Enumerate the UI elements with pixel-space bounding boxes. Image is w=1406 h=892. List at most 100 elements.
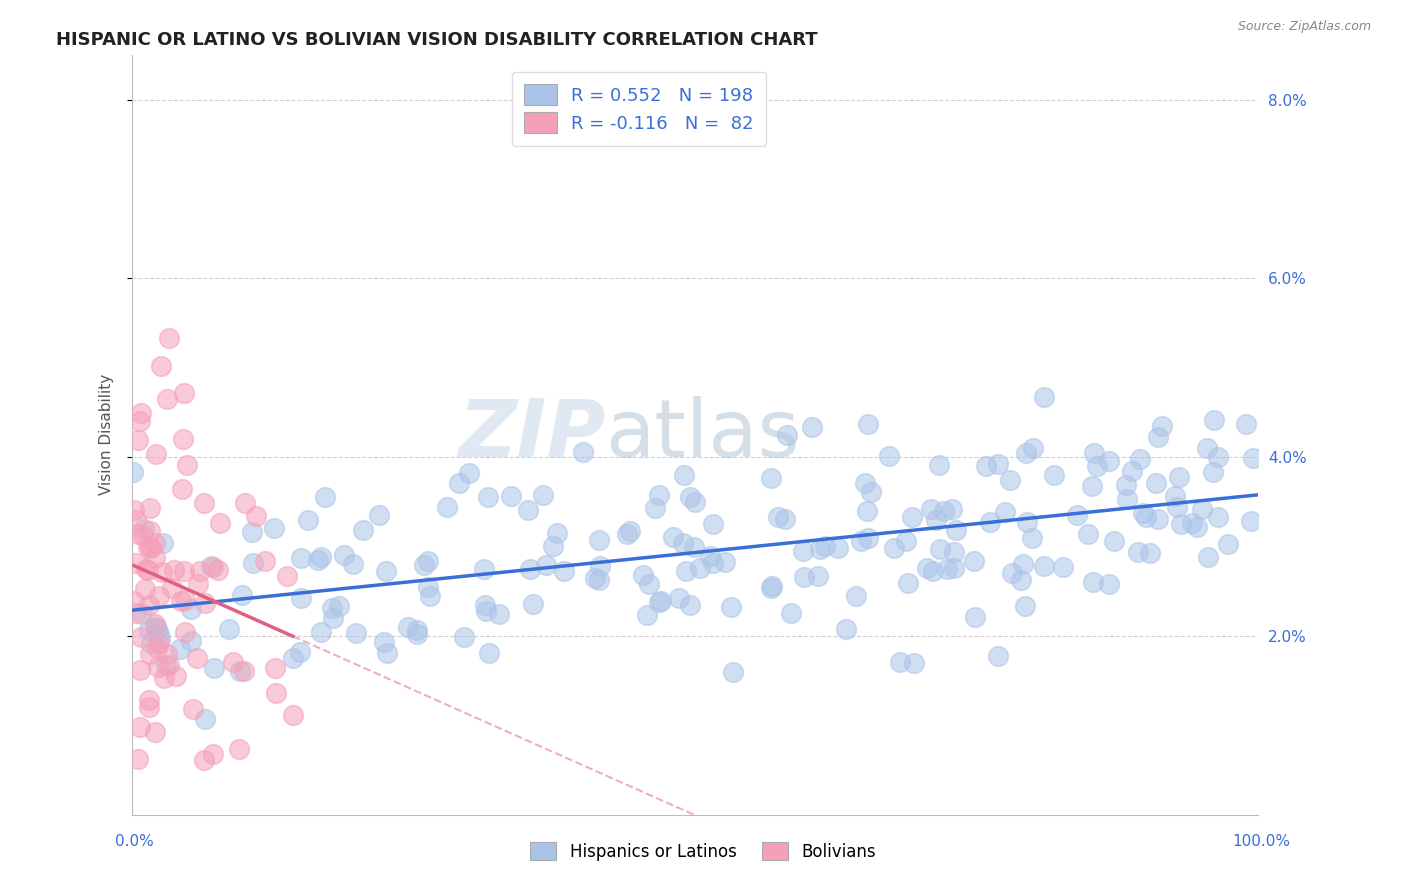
Point <box>553 564 575 578</box>
Point <box>915 561 938 575</box>
Point <box>162 581 184 595</box>
Point <box>941 502 963 516</box>
Point <box>163 563 186 577</box>
Point <box>1240 514 1263 528</box>
Point <box>682 540 704 554</box>
Point <box>801 419 824 434</box>
Point <box>849 533 872 548</box>
Point <box>942 561 965 575</box>
Point <box>135 562 157 576</box>
Point <box>860 485 883 500</box>
Point <box>827 541 849 556</box>
Point <box>583 571 606 585</box>
Point <box>546 525 568 540</box>
Point <box>675 565 697 579</box>
Text: 100.0%: 100.0% <box>1233 834 1291 848</box>
Point <box>136 563 159 577</box>
Point <box>1197 441 1219 455</box>
Point <box>1083 446 1105 460</box>
Point <box>1085 458 1108 473</box>
Point <box>129 414 152 428</box>
Point <box>648 594 671 608</box>
Point <box>993 506 1015 520</box>
Point <box>129 406 152 420</box>
Point <box>1011 557 1033 571</box>
Point <box>156 647 179 661</box>
Point <box>416 554 439 568</box>
Legend: R = 0.552   N = 198, R = -0.116   N =  82: R = 0.552 N = 198, R = -0.116 N = 82 <box>512 71 766 146</box>
Point <box>1181 516 1204 531</box>
Point <box>242 556 264 570</box>
Point <box>1115 492 1137 507</box>
Point <box>845 590 868 604</box>
Point <box>1081 574 1104 589</box>
Point <box>194 596 217 610</box>
Point <box>328 599 350 614</box>
Point <box>173 386 195 401</box>
Point <box>263 521 285 535</box>
Point <box>619 524 641 539</box>
Point <box>125 557 148 571</box>
Legend: Hispanics or Latinos, Bolivians: Hispanics or Latinos, Bolivians <box>523 836 883 868</box>
Text: 0.0%: 0.0% <box>115 834 155 848</box>
Point <box>288 645 311 659</box>
Point <box>517 502 540 516</box>
Point <box>679 490 702 504</box>
Point <box>181 702 204 716</box>
Point <box>221 655 243 669</box>
Point <box>172 482 194 496</box>
Point <box>945 523 967 537</box>
Point <box>233 664 256 678</box>
Point <box>1015 446 1038 460</box>
Point <box>193 752 215 766</box>
Point <box>157 331 180 345</box>
Point <box>187 576 209 591</box>
Point <box>155 658 177 673</box>
Point <box>143 617 166 632</box>
Point <box>1042 467 1064 482</box>
Point <box>499 490 522 504</box>
Point <box>588 533 610 547</box>
Point <box>936 562 959 576</box>
Point <box>138 700 160 714</box>
Point <box>297 513 319 527</box>
Point <box>453 630 475 644</box>
Point <box>1144 476 1167 491</box>
Point <box>396 619 419 633</box>
Point <box>979 515 1001 529</box>
Point <box>127 526 149 541</box>
Point <box>165 669 187 683</box>
Point <box>1206 509 1229 524</box>
Point <box>1033 390 1056 404</box>
Point <box>702 557 724 571</box>
Point <box>807 569 830 583</box>
Point <box>122 594 145 608</box>
Point <box>856 417 879 431</box>
Point <box>1146 511 1168 525</box>
Point <box>150 359 173 374</box>
Point <box>132 528 155 542</box>
Point <box>720 600 742 615</box>
Point <box>699 549 721 564</box>
Point <box>987 648 1010 663</box>
Point <box>153 671 176 685</box>
Point <box>139 636 162 650</box>
Point <box>1166 500 1188 515</box>
Point <box>228 742 250 756</box>
Point <box>475 604 498 618</box>
Point <box>1167 470 1189 484</box>
Point <box>1098 454 1121 468</box>
Point <box>925 513 948 527</box>
Point <box>145 620 167 634</box>
Point <box>1021 531 1043 545</box>
Point <box>672 535 695 549</box>
Point <box>134 582 156 596</box>
Point <box>290 551 312 566</box>
Point <box>143 551 166 566</box>
Point <box>344 626 367 640</box>
Point <box>231 588 253 602</box>
Point <box>405 623 427 637</box>
Text: Source: ZipAtlas.com: Source: ZipAtlas.com <box>1237 20 1371 33</box>
Point <box>780 607 803 621</box>
Point <box>1204 413 1226 427</box>
